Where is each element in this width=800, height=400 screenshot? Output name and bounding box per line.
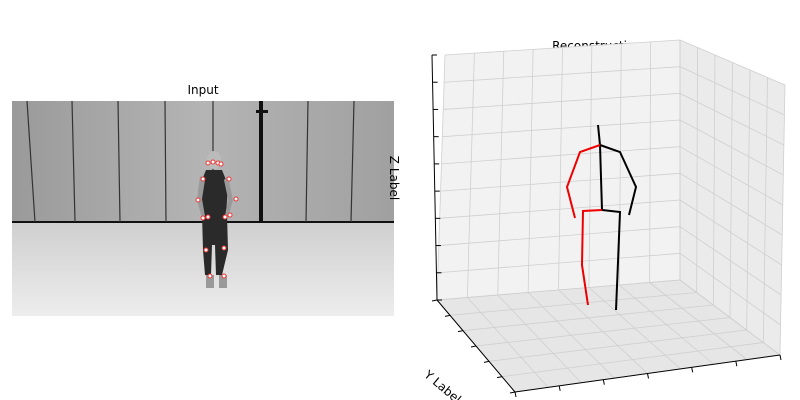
grid-line [444,66,681,83]
tick [509,391,516,394]
grid-line [746,69,751,331]
grid-line [439,199,681,219]
grid-line [475,317,731,347]
grid-line [497,51,505,296]
grid-line [442,119,681,138]
grid-line [449,292,697,316]
floor-pane [437,280,780,392]
grid-line [441,146,681,165]
tick [457,330,464,333]
grid-line [558,47,563,291]
grid-line [679,226,782,296]
grid-line [462,304,714,332]
z-axis-label: Z Label [387,156,401,200]
grid-line [436,54,446,301]
grid-line [436,279,681,301]
side-pane [680,40,785,355]
grid-line [729,62,733,318]
grid-line [679,119,784,176]
tick [444,314,451,317]
tick [558,385,561,391]
grid-line [588,45,593,288]
y-axis-label: Y Label [421,367,464,400]
tick [514,391,517,398]
skeleton [565,124,638,311]
tick [691,367,694,373]
tick [483,360,490,363]
z-axis [431,54,438,301]
tick [602,379,605,385]
grid-line [466,53,475,298]
grid-line [679,253,781,326]
tick [735,361,738,367]
input-title: Input [187,83,218,97]
grid-line [779,84,786,356]
grid-line [444,39,681,56]
grid-line [679,199,782,266]
grid-line [443,92,681,110]
grid-line [679,39,786,86]
grid-line [527,49,534,293]
grid-line [679,146,783,206]
grid-line [488,329,747,362]
grid-line [679,66,785,116]
tick [470,345,477,348]
tick [496,376,503,379]
person [197,151,233,288]
grid-line [679,92,785,146]
grid-line [437,252,681,274]
grid-line [679,172,783,236]
tick [431,299,438,302]
grid-line [649,41,652,283]
grid-line [501,342,764,378]
input-image [12,100,394,316]
grid-line [440,172,681,192]
tick [779,354,782,361]
grid-line [696,47,698,293]
grid-line [712,54,716,306]
tick [647,373,649,379]
keypoints [195,159,239,279]
axes-3d [431,39,786,398]
grid-line [438,226,681,246]
grid-line [762,77,768,343]
